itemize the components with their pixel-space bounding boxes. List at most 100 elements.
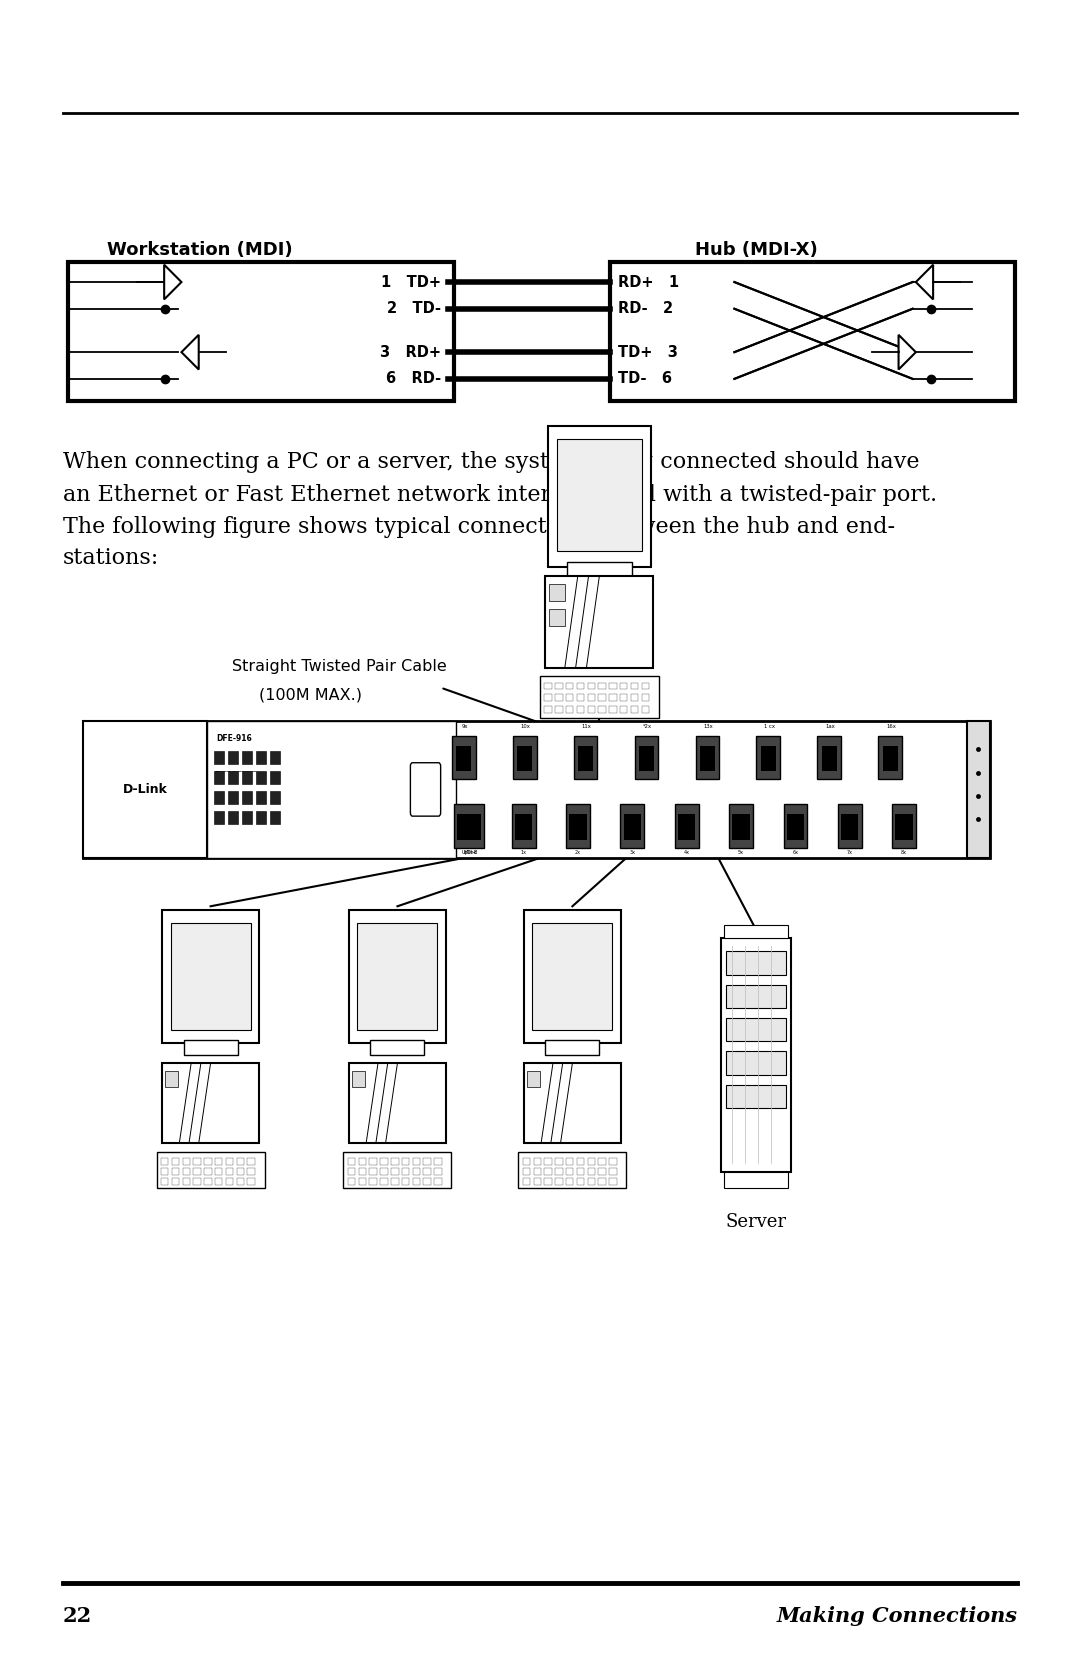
FancyBboxPatch shape — [359, 1158, 366, 1165]
FancyBboxPatch shape — [588, 1168, 595, 1175]
FancyBboxPatch shape — [544, 683, 552, 689]
FancyBboxPatch shape — [544, 1168, 552, 1175]
Text: 16x: 16x — [887, 724, 896, 729]
FancyBboxPatch shape — [523, 1168, 530, 1175]
FancyBboxPatch shape — [237, 1158, 244, 1165]
FancyBboxPatch shape — [724, 925, 788, 938]
Text: Making Connections: Making Connections — [777, 1606, 1017, 1626]
FancyBboxPatch shape — [391, 1168, 399, 1175]
FancyBboxPatch shape — [621, 804, 645, 848]
FancyBboxPatch shape — [391, 1158, 399, 1165]
FancyBboxPatch shape — [609, 1178, 617, 1185]
FancyBboxPatch shape — [348, 1158, 355, 1165]
FancyBboxPatch shape — [270, 811, 280, 824]
FancyBboxPatch shape — [410, 763, 441, 816]
FancyBboxPatch shape — [215, 1178, 222, 1185]
FancyBboxPatch shape — [696, 736, 719, 779]
FancyBboxPatch shape — [577, 1168, 584, 1175]
FancyBboxPatch shape — [184, 1040, 238, 1055]
Text: ─────────────────: ───────────────── — [214, 769, 256, 774]
FancyBboxPatch shape — [228, 811, 238, 824]
FancyBboxPatch shape — [523, 1178, 530, 1185]
FancyBboxPatch shape — [352, 1071, 365, 1087]
FancyBboxPatch shape — [162, 1063, 259, 1143]
Text: 11x: 11x — [582, 724, 592, 729]
FancyBboxPatch shape — [566, 683, 573, 689]
FancyBboxPatch shape — [270, 771, 280, 784]
FancyBboxPatch shape — [631, 706, 638, 713]
FancyBboxPatch shape — [566, 706, 573, 713]
FancyBboxPatch shape — [642, 706, 649, 713]
FancyBboxPatch shape — [895, 814, 913, 840]
FancyBboxPatch shape — [573, 736, 597, 779]
Text: 13x: 13x — [703, 724, 714, 729]
FancyBboxPatch shape — [348, 1168, 355, 1175]
FancyBboxPatch shape — [598, 683, 606, 689]
FancyBboxPatch shape — [256, 811, 266, 824]
FancyBboxPatch shape — [215, 1168, 222, 1175]
FancyBboxPatch shape — [732, 814, 750, 840]
FancyBboxPatch shape — [512, 804, 536, 848]
FancyBboxPatch shape — [624, 814, 642, 840]
FancyBboxPatch shape — [256, 751, 266, 764]
FancyBboxPatch shape — [270, 791, 280, 804]
Text: 1ax: 1ax — [825, 724, 835, 729]
FancyBboxPatch shape — [566, 1158, 573, 1165]
FancyBboxPatch shape — [544, 694, 552, 701]
FancyBboxPatch shape — [226, 1178, 233, 1185]
Text: stations:: stations: — [63, 547, 159, 569]
FancyBboxPatch shape — [369, 1178, 377, 1185]
FancyBboxPatch shape — [729, 804, 753, 848]
FancyBboxPatch shape — [555, 1178, 563, 1185]
FancyBboxPatch shape — [237, 1178, 244, 1185]
FancyBboxPatch shape — [577, 1178, 584, 1185]
FancyBboxPatch shape — [357, 923, 437, 1030]
FancyBboxPatch shape — [256, 791, 266, 804]
FancyBboxPatch shape — [588, 683, 595, 689]
FancyBboxPatch shape — [68, 262, 454, 401]
FancyBboxPatch shape — [569, 814, 586, 840]
FancyBboxPatch shape — [434, 1158, 442, 1165]
FancyBboxPatch shape — [423, 1168, 431, 1175]
FancyBboxPatch shape — [577, 683, 584, 689]
FancyBboxPatch shape — [402, 1168, 409, 1175]
FancyBboxPatch shape — [83, 721, 990, 858]
FancyBboxPatch shape — [513, 736, 537, 779]
FancyBboxPatch shape — [171, 923, 251, 1030]
FancyBboxPatch shape — [455, 804, 485, 848]
FancyBboxPatch shape — [349, 1063, 446, 1143]
FancyBboxPatch shape — [818, 736, 841, 779]
FancyBboxPatch shape — [726, 951, 786, 975]
FancyBboxPatch shape — [609, 694, 617, 701]
FancyBboxPatch shape — [588, 706, 595, 713]
FancyBboxPatch shape — [882, 746, 897, 771]
FancyBboxPatch shape — [598, 706, 606, 713]
FancyBboxPatch shape — [786, 814, 804, 840]
Text: 3x: 3x — [630, 850, 635, 855]
FancyBboxPatch shape — [270, 751, 280, 764]
FancyBboxPatch shape — [527, 1071, 540, 1087]
FancyBboxPatch shape — [675, 804, 699, 848]
FancyBboxPatch shape — [402, 1158, 409, 1165]
FancyBboxPatch shape — [598, 1168, 606, 1175]
Polygon shape — [899, 335, 916, 369]
Polygon shape — [916, 265, 933, 299]
FancyBboxPatch shape — [242, 751, 252, 764]
Text: When connecting a PC or a server, the system being connected should have: When connecting a PC or a server, the sy… — [63, 451, 919, 472]
FancyBboxPatch shape — [734, 277, 913, 384]
Text: 10x: 10x — [521, 724, 530, 729]
Text: D-Link: D-Link — [123, 783, 167, 796]
FancyBboxPatch shape — [555, 683, 563, 689]
FancyBboxPatch shape — [540, 676, 659, 718]
FancyBboxPatch shape — [456, 746, 471, 771]
Text: TD+   3: TD+ 3 — [618, 345, 677, 359]
Text: Uplink: Uplink — [461, 850, 477, 855]
Text: TD-   6: TD- 6 — [618, 372, 672, 386]
FancyBboxPatch shape — [214, 751, 224, 764]
FancyBboxPatch shape — [577, 706, 584, 713]
FancyBboxPatch shape — [256, 771, 266, 784]
FancyBboxPatch shape — [380, 1178, 388, 1185]
FancyBboxPatch shape — [721, 938, 791, 1172]
Text: RD-   2: RD- 2 — [618, 302, 673, 315]
FancyBboxPatch shape — [172, 1158, 179, 1165]
